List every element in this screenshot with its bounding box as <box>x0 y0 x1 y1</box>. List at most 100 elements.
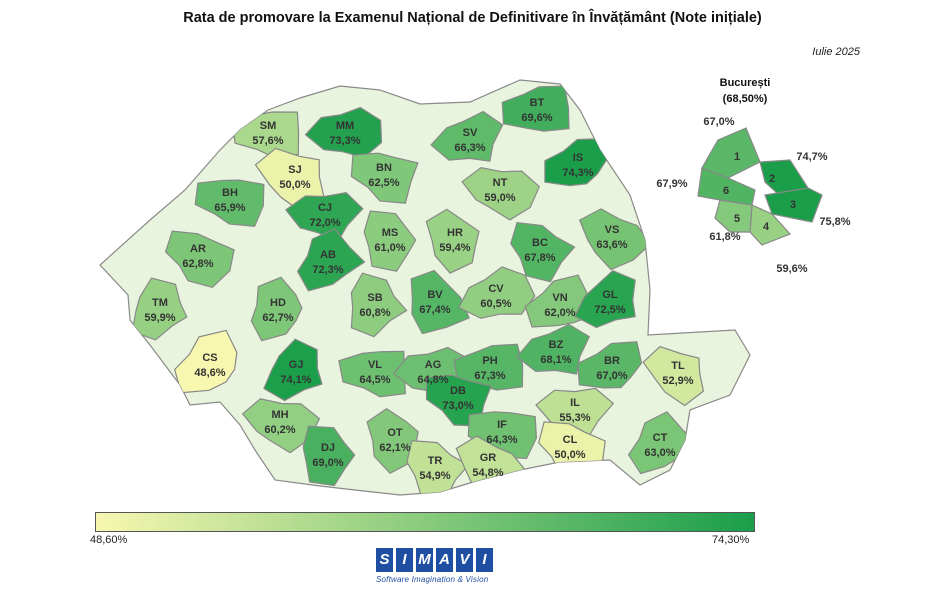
county-code-is: IS <box>573 152 583 164</box>
county-value-ot: 62,1% <box>379 442 410 454</box>
county-mh <box>241 398 321 454</box>
county-value-ab: 72,3% <box>312 264 343 276</box>
county-value-sm: 57,6% <box>252 135 283 147</box>
county-code-il: IL <box>570 397 580 409</box>
county-code-sm: SM <box>260 120 277 132</box>
county-value-sj: 50,0% <box>279 179 310 191</box>
county-value-br: 67,0% <box>596 370 627 382</box>
county-code-gr: GR <box>480 452 497 464</box>
county-code-vn: VN <box>552 292 567 304</box>
sector-value-6: 67,9% <box>656 178 687 190</box>
sector-value-2: 74,7% <box>796 151 827 163</box>
county-code-vl: VL <box>368 359 382 371</box>
sector-number-5: 5 <box>734 213 740 225</box>
county-code-bn: BN <box>376 162 392 174</box>
county-bn <box>350 152 419 204</box>
county-value-tm: 59,9% <box>144 312 175 324</box>
county-value-bc: 67,8% <box>524 252 555 264</box>
county-ar <box>164 230 235 288</box>
county-ot <box>366 407 419 475</box>
county-code-bc: BC <box>532 237 548 249</box>
sector-number-6: 6 <box>723 185 729 197</box>
legend-max: 74,30% <box>712 534 750 546</box>
legend-gradient <box>95 512 755 532</box>
county-value-cs: 48,6% <box>194 367 225 379</box>
county-value-sb: 60,8% <box>359 307 390 319</box>
county-value-nt: 59,0% <box>484 192 515 204</box>
county-value-ph: 67,3% <box>474 370 505 382</box>
county-value-ar: 62,8% <box>182 258 213 270</box>
sector-number-4: 4 <box>763 221 770 233</box>
county-value-bh: 65,9% <box>214 202 245 214</box>
county-value-cj: 72,0% <box>309 217 340 229</box>
county-cv <box>457 266 536 319</box>
county-value-is: 74,3% <box>562 167 593 179</box>
county-br <box>577 341 643 389</box>
bucharest-name: București <box>720 77 771 89</box>
county-value-dj: 69,0% <box>312 457 343 469</box>
county-code-gl: GL <box>602 289 618 301</box>
county-code-br: BR <box>604 355 620 367</box>
county-hd <box>250 276 303 342</box>
county-code-bh: BH <box>222 187 238 199</box>
county-value-ct: 63,0% <box>644 447 675 459</box>
county-is <box>544 138 607 187</box>
county-value-gr: 54,8% <box>472 467 503 479</box>
county-value-db: 73,0% <box>442 400 473 412</box>
county-bc <box>510 222 576 283</box>
county-code-ph: PH <box>482 355 497 367</box>
county-bh <box>194 179 265 227</box>
county-code-bv: BV <box>427 289 443 301</box>
county-dj <box>302 425 356 487</box>
county-value-ag: 64,8% <box>417 374 448 386</box>
county-code-ab: AB <box>320 249 336 261</box>
county-code-tl: TL <box>671 360 685 372</box>
county-code-bt: BT <box>530 97 545 109</box>
county-value-cv: 60,5% <box>480 298 511 310</box>
county-code-gj: GJ <box>289 359 304 371</box>
map-title: Rata de promovare la Examenul Național d… <box>183 10 762 26</box>
county-value-bn: 62,5% <box>368 177 399 189</box>
county-value-cl: 50,0% <box>554 449 585 461</box>
sector-number-1: 1 <box>734 151 740 163</box>
date-label: Iulie 2025 <box>812 46 860 58</box>
county-value-il: 55,3% <box>559 412 590 424</box>
county-value-mm: 73,3% <box>329 135 360 147</box>
county-code-vs: VS <box>605 224 620 236</box>
bucharest-sector-1 <box>701 127 761 179</box>
county-code-ot: OT <box>387 427 403 439</box>
county-code-dj: DJ <box>321 442 335 454</box>
bucharest-sector-3 <box>764 187 823 223</box>
county-value-bz: 68,1% <box>540 354 571 366</box>
county-nt <box>461 166 541 221</box>
county-code-tr: TR <box>428 455 443 467</box>
bucharest-inset: București (68,50%) 1 67,0% 2 74,7% 3 75,8% 4 59… <box>656 77 850 275</box>
county-code-ag: AG <box>425 359 442 371</box>
sector-value-3: 75,8% <box>819 216 850 228</box>
county-code-ct: CT <box>653 432 668 444</box>
sector-value-1: 67,0% <box>703 116 734 128</box>
sector-number-2: 2 <box>769 173 775 185</box>
county-code-sv: SV <box>463 127 478 139</box>
county-value-sv: 66,3% <box>454 142 485 154</box>
sector-value-5: 61,8% <box>709 231 740 243</box>
county-gl <box>574 269 636 329</box>
county-code-nt: NT <box>493 177 508 189</box>
county-code-hd: HD <box>270 297 286 309</box>
county-value-hd: 62,7% <box>262 312 293 324</box>
county-ab <box>296 228 366 292</box>
county-value-bv: 67,4% <box>419 304 450 316</box>
legend-min: 48,60% <box>90 534 128 546</box>
sector-value-4: 59,6% <box>776 263 807 275</box>
county-code-hr: HR <box>447 227 463 239</box>
county-value-vl: 64,5% <box>359 374 390 386</box>
county-ct <box>627 411 699 475</box>
county-sv <box>430 110 504 162</box>
county-gj <box>263 338 323 402</box>
logo-letter-4: V <box>456 548 473 572</box>
county-cs <box>174 329 238 394</box>
county-code-if: IF <box>497 419 507 431</box>
county-code-mm: MM <box>336 120 354 132</box>
